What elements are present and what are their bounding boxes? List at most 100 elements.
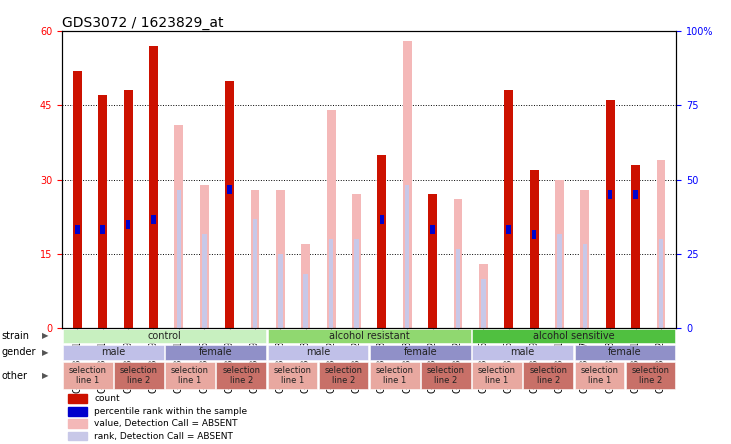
Text: selection
line 1: selection line 1 — [376, 366, 414, 385]
Bar — [453, 199, 463, 328]
Bar — [472, 345, 573, 360]
Bar — [479, 264, 488, 328]
Bar — [507, 225, 511, 234]
Bar — [530, 170, 539, 328]
Bar — [124, 91, 132, 328]
Bar — [165, 345, 266, 360]
Bar — [504, 91, 513, 328]
Bar — [149, 46, 158, 328]
Bar — [68, 394, 87, 403]
Bar — [555, 180, 564, 328]
Text: percentile rank within the sample: percentile rank within the sample — [94, 407, 247, 416]
Bar — [421, 362, 471, 389]
Bar — [606, 100, 615, 328]
Bar — [75, 225, 80, 234]
Bar — [472, 362, 522, 389]
Text: count: count — [94, 394, 120, 403]
Bar — [126, 220, 130, 229]
Bar — [98, 95, 107, 328]
Bar — [352, 194, 361, 328]
Text: ▶: ▶ — [42, 371, 49, 380]
Bar — [327, 110, 336, 328]
Text: selection
line 1: selection line 1 — [171, 366, 209, 385]
Bar — [68, 419, 87, 428]
Text: gender: gender — [1, 347, 36, 357]
Bar — [377, 155, 386, 328]
Bar — [253, 219, 257, 328]
Bar — [626, 362, 675, 389]
Bar — [303, 274, 308, 328]
Bar — [63, 362, 113, 389]
Bar — [575, 345, 675, 360]
Text: other: other — [1, 371, 28, 381]
Text: female: female — [608, 347, 642, 357]
Text: selection
line 1: selection line 1 — [69, 366, 107, 385]
Bar — [177, 190, 181, 328]
Text: selection
line 2: selection line 2 — [325, 366, 363, 385]
Bar — [633, 190, 638, 199]
Bar — [63, 345, 164, 360]
Bar — [405, 185, 409, 328]
Text: selection
line 1: selection line 1 — [273, 366, 311, 385]
Text: control: control — [148, 331, 181, 341]
Bar — [68, 432, 87, 440]
Bar — [481, 279, 485, 328]
Bar — [251, 190, 260, 328]
Bar — [114, 362, 164, 389]
Bar — [659, 239, 663, 328]
Text: rank, Detection Call = ABSENT: rank, Detection Call = ABSENT — [94, 432, 233, 440]
Bar — [175, 125, 183, 328]
Text: selection
line 2: selection line 2 — [632, 366, 670, 385]
Text: male: male — [510, 347, 535, 357]
Bar — [276, 190, 285, 328]
Bar — [329, 239, 333, 328]
Text: ▶: ▶ — [42, 348, 49, 357]
Bar — [268, 345, 368, 360]
Text: female: female — [404, 347, 437, 357]
Bar — [100, 225, 105, 234]
Text: alcohol sensitive: alcohol sensitive — [533, 331, 615, 341]
Bar — [531, 230, 537, 238]
Bar — [268, 362, 317, 389]
Text: selection
line 2: selection line 2 — [427, 366, 465, 385]
Bar — [403, 41, 412, 328]
Text: selection
line 2: selection line 2 — [120, 366, 158, 385]
Text: value, Detection Call = ABSENT: value, Detection Call = ABSENT — [94, 419, 238, 428]
Text: male: male — [101, 347, 126, 357]
Bar — [355, 239, 359, 328]
Bar — [455, 249, 461, 328]
Text: selection
line 2: selection line 2 — [222, 366, 260, 385]
Bar — [431, 225, 435, 234]
Bar — [151, 215, 156, 224]
Text: selection
line 1: selection line 1 — [478, 366, 516, 385]
Text: selection
line 2: selection line 2 — [529, 366, 567, 385]
Bar — [608, 190, 613, 199]
Bar — [73, 71, 82, 328]
Bar — [216, 362, 266, 389]
Bar — [370, 362, 420, 389]
Bar — [200, 185, 208, 328]
Bar — [370, 345, 471, 360]
Bar — [580, 190, 589, 328]
Bar — [268, 329, 471, 343]
Bar — [227, 185, 232, 194]
Bar — [225, 81, 234, 328]
Bar — [557, 234, 561, 328]
Bar — [523, 362, 573, 389]
Text: ▶: ▶ — [42, 332, 49, 341]
Bar — [301, 244, 310, 328]
Bar — [278, 254, 283, 328]
Bar — [202, 234, 207, 328]
Bar — [63, 329, 266, 343]
Text: male: male — [306, 347, 330, 357]
Bar — [68, 407, 87, 416]
Text: GDS3072 / 1623829_at: GDS3072 / 1623829_at — [62, 16, 224, 30]
Bar — [428, 194, 437, 328]
Text: selection
line 1: selection line 1 — [580, 366, 618, 385]
Bar — [583, 244, 587, 328]
Bar — [656, 160, 665, 328]
Bar — [631, 165, 640, 328]
Bar — [379, 215, 384, 224]
Bar — [165, 362, 215, 389]
Bar — [319, 362, 368, 389]
